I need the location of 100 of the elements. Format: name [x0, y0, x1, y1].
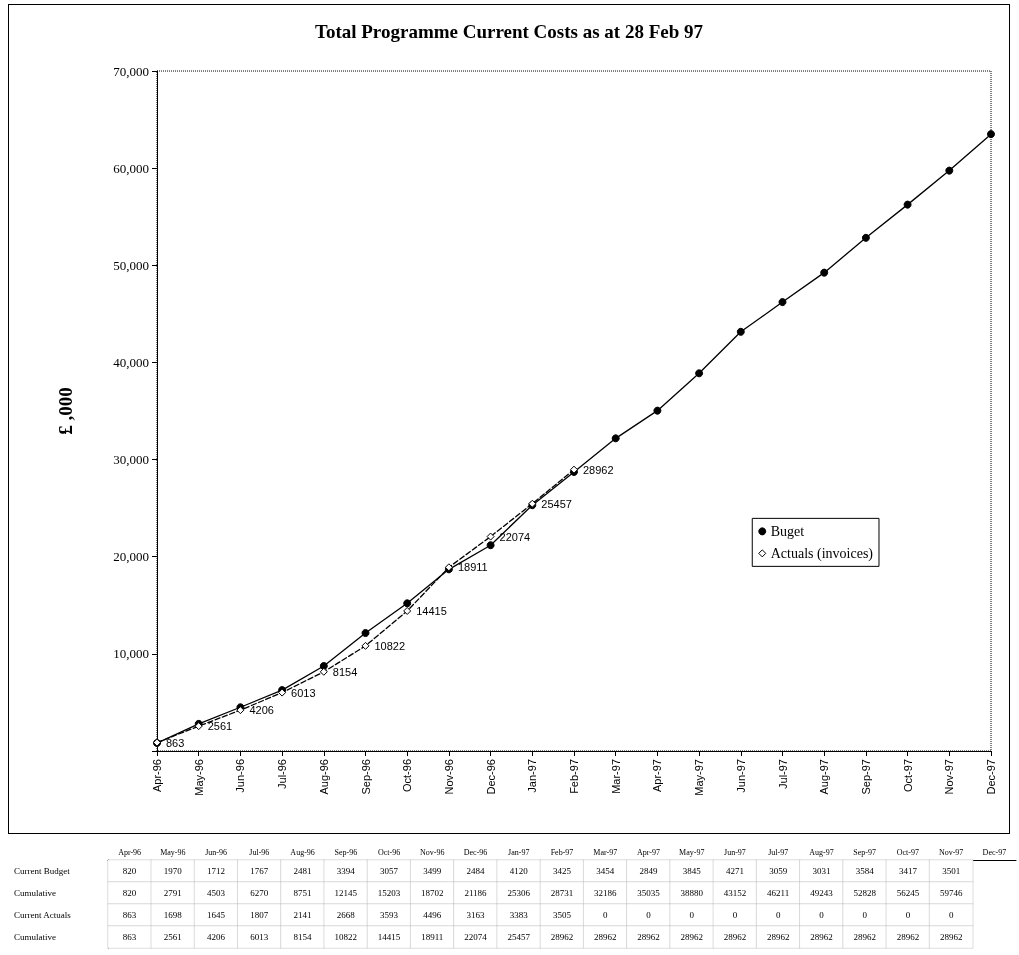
x-tick-label: Nov-96 [420, 847, 445, 857]
data-label: 1767 [250, 866, 269, 876]
data-label: 46211 [767, 888, 790, 898]
data-label: 28962 [637, 932, 660, 942]
data-label: 2561 [207, 720, 233, 733]
y-tick-label: Current Budget [14, 866, 71, 876]
data-label: 4496 [423, 910, 442, 920]
y-tick-label: 50,000 [113, 257, 149, 273]
data-label: 3593 [380, 910, 399, 920]
x-tick-label: Aug-96 [317, 759, 330, 795]
data-label: 1970 [163, 866, 183, 876]
data-label: 0 [948, 910, 954, 920]
x-tick-label: Dec-96 [463, 847, 488, 857]
data-label: 0 [862, 910, 868, 920]
y-tick-label: Cumulative [14, 888, 56, 898]
data-label: 2141 [293, 910, 312, 920]
data-label: 22074 [499, 530, 531, 543]
data-label: 4271 [725, 866, 744, 876]
data-label: 15203 [377, 888, 401, 898]
data-label: 4206 [249, 704, 274, 717]
data-label: 820 [122, 866, 137, 876]
data-label: 28962 [939, 932, 963, 942]
y-tick-label: 40,000 [113, 354, 149, 370]
data-label: 3383 [509, 910, 529, 920]
data-label: 0 [775, 910, 781, 920]
x-tick-label: Dec-96 [484, 759, 497, 795]
x-tick-label: Aug-97 [809, 847, 834, 857]
data-label: 1645 [207, 910, 226, 920]
data-label: 0 [819, 910, 825, 920]
data-label: 28731 [550, 888, 574, 898]
data-label: 25457 [541, 497, 572, 510]
data-label: 28962 [583, 463, 614, 476]
data-label: 3059 [769, 866, 788, 876]
data-label: 21186 [464, 888, 488, 898]
x-tick-label: Apr-96 [118, 847, 142, 857]
x-tick-label: Oct-97 [896, 847, 920, 857]
x-tick-label: Jan-97 [508, 847, 530, 857]
x-tick-label: May-96 [192, 759, 205, 796]
x-tick-label: Jul-97 [776, 759, 789, 789]
x-tick-label: Nov-97 [938, 847, 964, 857]
data-label: 1807 [250, 910, 269, 920]
data-label: 863 [166, 736, 185, 749]
x-tick-label: Dec-97 [982, 847, 1007, 857]
data-label: 0 [732, 910, 738, 920]
data-label: 2484 [466, 866, 486, 876]
data-label: 2849 [639, 866, 658, 876]
data-label: 3031 [812, 866, 831, 876]
data-label: 28962 [810, 932, 833, 942]
data-label: 3501 [942, 866, 961, 876]
x-tick-label: Jul-96 [249, 847, 270, 857]
data-label: 10822 [374, 639, 406, 652]
data-label: 18911 [421, 932, 444, 942]
data-label: 28962 [766, 932, 790, 942]
x-tick-label: Apr-96 [151, 759, 163, 793]
x-tick-label: Aug-96 [290, 847, 315, 857]
x-tick-label: Dec-97 [985, 759, 997, 795]
data-label: 6270 [250, 888, 269, 898]
x-tick-label: Oct-96 [377, 847, 401, 857]
data-label: 28962 [723, 932, 747, 942]
data-label: 22074 [464, 932, 488, 942]
y-tick-label: 60,000 [113, 160, 149, 176]
x-tick-label: Jun-96 [205, 847, 227, 857]
data-label: 3417 [898, 866, 918, 876]
x-tick-label: Mar-97 [609, 759, 622, 794]
data-label: 863 [122, 910, 137, 920]
data-label: 25306 [507, 888, 531, 898]
data-label: 4503 [207, 888, 226, 898]
data-label: 18702 [421, 888, 444, 898]
y-tick-label: Cumulative [14, 932, 56, 942]
x-tick-label: Jun-97 [734, 759, 747, 793]
y-tick-label: Current Actuals [14, 910, 72, 920]
data-label: 1712 [207, 866, 226, 876]
x-tick-label: Sep-96 [359, 759, 372, 795]
x-tick-label: Oct-96 [401, 759, 414, 793]
data-label: 6013 [291, 686, 316, 699]
data-label: 2668 [336, 910, 356, 920]
data-label: 820 [122, 888, 137, 898]
y-axis-title: £ ,000 [55, 387, 76, 435]
data-label: 28962 [680, 932, 703, 942]
x-tick-label: Oct-97 [901, 759, 914, 793]
data-label: 28962 [896, 932, 920, 942]
x-tick-label: Jun-97 [724, 847, 746, 857]
x-tick-label: Sep-97 [859, 759, 872, 795]
data-label: 8154 [293, 932, 313, 942]
data-label: 2791 [163, 888, 182, 898]
x-tick-label: May-97 [679, 847, 705, 857]
data-label: 0 [602, 910, 608, 920]
data-label: 12145 [334, 888, 358, 898]
data-label: 3394 [336, 866, 356, 876]
data-label: 3057 [380, 866, 399, 876]
data-label: 1698 [163, 910, 183, 920]
data-label: 863 [122, 932, 137, 942]
data-label: 59746 [939, 888, 963, 898]
data-label: 4120 [509, 866, 529, 876]
y-tick-label: 20,000 [113, 549, 149, 565]
x-tick-label: Nov-97 [943, 759, 956, 795]
data-label: 2481 [293, 866, 312, 876]
x-tick-label: Aug-97 [818, 759, 831, 795]
x-tick-label: Apr-97 [637, 847, 660, 857]
data-label: 2561 [163, 932, 182, 942]
